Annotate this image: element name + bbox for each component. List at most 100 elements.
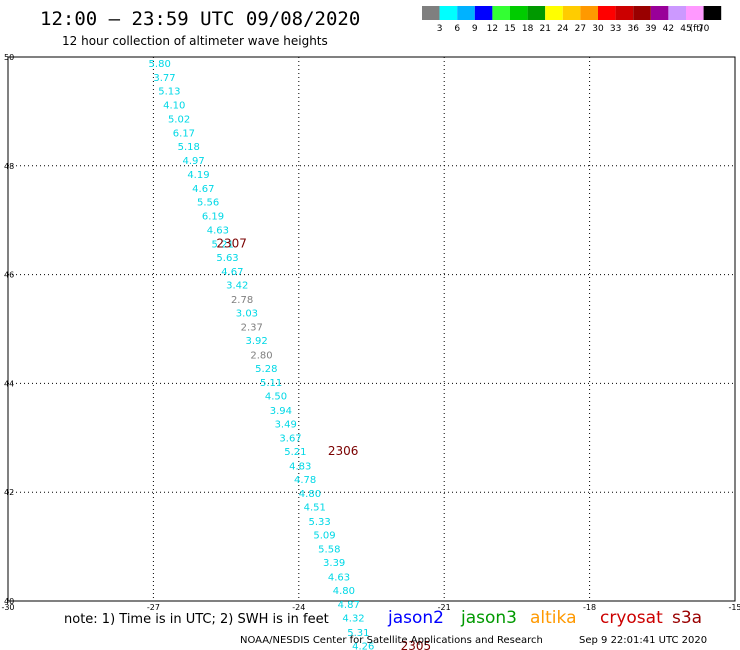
colorbar-swatch — [686, 6, 704, 20]
map-title: 12:00 – 23:59 UTC 09/08/2020 — [40, 8, 361, 30]
wave-height-label: 4.51 — [304, 503, 326, 514]
latitude-tick-label: 48 — [4, 162, 14, 171]
wave-height-label: 4.87 — [338, 600, 360, 611]
wave-height-label: 4.80 — [333, 586, 355, 597]
colorbar-swatch — [580, 6, 598, 20]
wave-height-label: 5.21 — [284, 447, 306, 458]
wave-height-label: 3.77 — [153, 73, 175, 84]
colorbar-swatch — [474, 6, 493, 20]
longitude-tick-label: -21 — [438, 603, 451, 612]
colorbar-tick-label: 12 — [487, 24, 498, 34]
legend-jason3: jason3 — [461, 608, 517, 628]
longitude-tick-label: -24 — [292, 603, 305, 612]
colorbar-swatch — [457, 6, 475, 20]
colorbar-swatch — [633, 6, 651, 20]
colorbar-swatch — [439, 6, 458, 20]
wave-height-label: 6.19 — [202, 212, 224, 223]
colorbar-tick-label: 21 — [539, 24, 550, 34]
wave-height-label: 5.80 — [149, 59, 171, 70]
colorbar-tick-label: 3 — [437, 24, 443, 34]
longitude-tick-label: -18 — [583, 603, 596, 612]
colorbar-tick-label: 18 — [522, 24, 534, 34]
wave-height-label: 4.63 — [207, 225, 229, 236]
wave-height-label: 2.78 — [231, 295, 253, 306]
colorbar-swatch — [492, 6, 510, 20]
latitude-tick-label: 40 — [4, 597, 14, 606]
colorbar-legend: 3 6 9 12 15 18 21 24 27 30 33 36 39 42 45 70(ft) — [422, 6, 722, 34]
colorbar-swatch — [562, 6, 581, 20]
colorbar-swatch — [527, 6, 546, 20]
latitude-tick-label: 44 — [4, 379, 14, 388]
wave-height-label: 5.13 — [158, 87, 180, 98]
wave-height-label: 4.32 — [342, 614, 364, 625]
wave-height-label: 3.92 — [245, 336, 267, 347]
colorbar-tick-label: 42 — [663, 24, 674, 34]
colorbar-tick-label: 39 — [645, 24, 657, 34]
wave-height-label: 5.02 — [168, 114, 190, 125]
colorbar-tick-label: 15 — [504, 24, 515, 34]
colorbar-swatch — [703, 6, 722, 20]
pass-number-label: 2305 — [401, 639, 432, 650]
wave-height-label: 5.09 — [313, 530, 335, 541]
wave-height-label: 4.50 — [265, 392, 287, 403]
colorbar-tick-label: 9 — [472, 24, 478, 34]
wave-height-label: 2.80 — [250, 350, 272, 361]
wave-height-label: 5.58 — [318, 545, 340, 556]
generated-timestamp: Sep 9 22:01:41 UTC 2020 — [579, 635, 708, 646]
wave-height-label: 4.63 — [328, 572, 350, 583]
colorbar-swatch — [545, 6, 563, 20]
longitude-tick-label: -27 — [147, 603, 160, 612]
wave-height-label: 3.67 — [279, 434, 301, 445]
longitude-tick-label: -15 — [728, 603, 740, 612]
colorbar-tick-label: 36 — [627, 24, 639, 34]
wave-height-label: 5.21 — [212, 239, 234, 250]
colorbar-swatch — [615, 6, 634, 20]
colorbar-tick-label: 30 — [592, 24, 604, 34]
colorbar-swatch — [598, 6, 616, 20]
wave-height-label: 3.39 — [323, 558, 345, 569]
wave-height-label: 4.97 — [182, 156, 204, 167]
map-subtitle: 12 hour collection of altimeter wave hei… — [62, 34, 328, 48]
colorbar-tick-label: 24 — [557, 24, 569, 34]
legend-cryosat: cryosat — [600, 608, 663, 628]
wave-height-label: 5.28 — [255, 364, 277, 375]
colorbar-tick-label: 6 — [454, 24, 460, 34]
wave-height-label: 6.17 — [173, 128, 195, 139]
wave-height-label: 3.49 — [275, 419, 297, 430]
wave-height-label: 5.31 — [347, 628, 369, 639]
pass-number-label: 2307 — [216, 236, 247, 250]
wave-height-label: 2.37 — [241, 323, 263, 334]
wave-height-label: 5.11 — [260, 378, 282, 389]
longitude-tick-label: -30 — [1, 603, 14, 612]
legend-s3a: s3a — [672, 608, 703, 628]
latitude-tick-label: 50 — [4, 53, 14, 62]
units-note: note: 1) Time is in UTC; 2) SWH is in fe… — [64, 612, 329, 627]
colorbar-tick-label: 27 — [575, 24, 586, 34]
wave-height-label: 4.83 — [289, 461, 311, 472]
colorbar-tick-label: 70 — [698, 24, 710, 34]
wave-height-label: 4.67 — [192, 184, 214, 195]
wave-height-label: 4.78 — [294, 475, 316, 486]
wave-height-label: 4.10 — [163, 101, 185, 112]
wave-height-label: 4.67 — [221, 267, 243, 278]
colorbar-swatch — [668, 6, 686, 20]
legend-altika: altika — [530, 608, 577, 628]
map-frame — [7, 56, 736, 602]
colorbar-swatch — [650, 6, 669, 20]
latitude-tick-label: 46 — [4, 271, 14, 280]
wave-height-label: 3.03 — [236, 308, 258, 319]
credit-line: NOAA/NESDIS Center for Satellite Applica… — [240, 635, 543, 646]
colorbar-swatch — [422, 6, 440, 20]
colorbar-tick-label: 33 — [610, 24, 621, 34]
wave-height-label: 4.19 — [187, 170, 209, 181]
wave-height-label: 5.33 — [308, 517, 330, 528]
colorbar-swatch — [510, 6, 528, 20]
legend-jason2: jason2 — [388, 608, 444, 628]
wave-height-label: 4.80 — [299, 489, 321, 500]
wave-height-label: 3.94 — [270, 406, 292, 417]
wave-height-label: 3.42 — [226, 281, 248, 292]
colorbar-unit: (ft) — [690, 24, 704, 34]
wave-height-label: 4.26 — [352, 641, 374, 650]
wave-height-label: 5.63 — [216, 253, 238, 264]
